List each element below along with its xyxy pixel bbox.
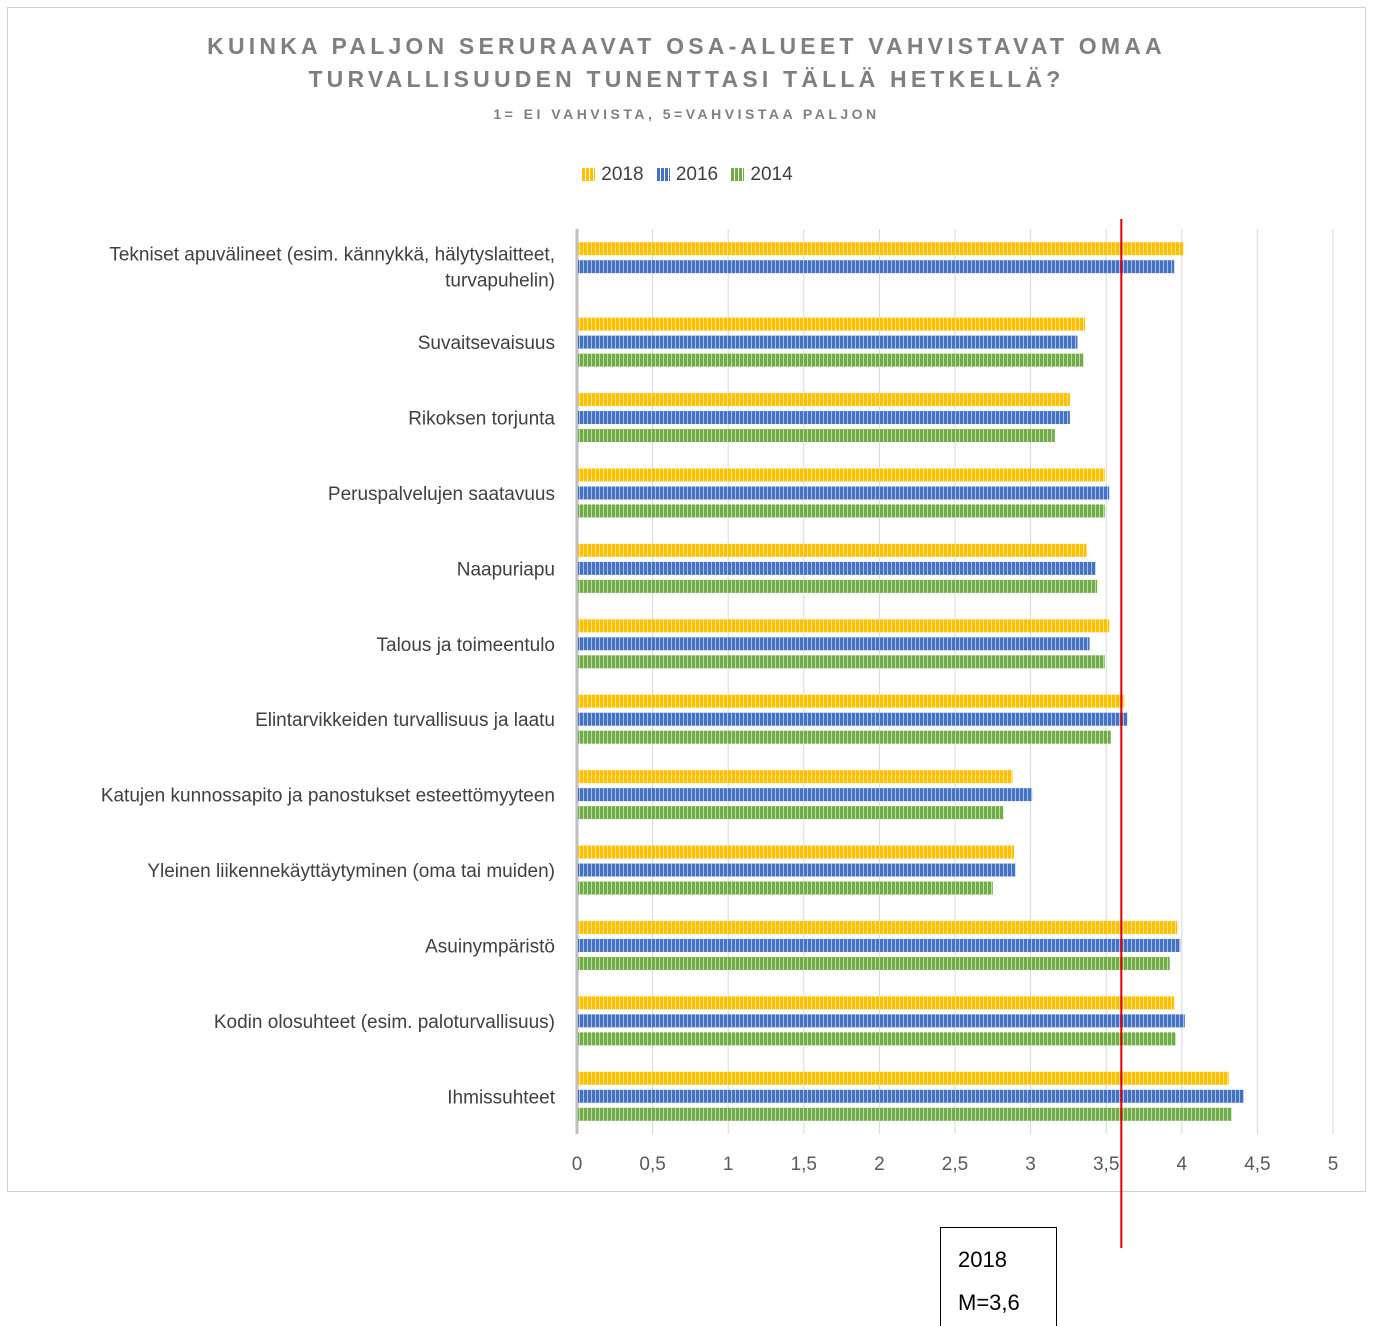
legend-label-2014: 2014 bbox=[750, 164, 793, 185]
category-label: Peruspalvelujen saatavuus bbox=[328, 484, 555, 505]
bar-2014 bbox=[578, 881, 993, 895]
x-tick-label: 1,5 bbox=[791, 1154, 817, 1175]
legend-label-2018: 2018 bbox=[601, 164, 644, 185]
category-label: Katujen kunnossapito ja panostukset este… bbox=[101, 786, 555, 807]
category-label: Tekniset apuvälineet (esim. kännykkä, hä… bbox=[109, 245, 555, 266]
category-label: Ihmissuhteet bbox=[447, 1087, 555, 1108]
bar-2016 bbox=[578, 863, 1016, 877]
bar-2014 bbox=[578, 730, 1111, 744]
bar-2014 bbox=[578, 579, 1098, 593]
category-label: Talous ja toimeentulo bbox=[377, 635, 556, 656]
reference-line-label: 2018 M=3,6 bbox=[940, 1227, 1057, 1326]
x-tick-label: 3 bbox=[1025, 1154, 1036, 1175]
category-label: Suvaitsevaisuus bbox=[418, 333, 555, 354]
chart-legend: 2018 2016 2014 bbox=[0, 164, 1375, 186]
bar-2018 bbox=[578, 619, 1110, 633]
bar-2014 bbox=[578, 806, 1004, 820]
chart-frame bbox=[7, 7, 1366, 1192]
x-tick-label: 2,5 bbox=[942, 1154, 968, 1175]
category-label: Rikoksen torjunta bbox=[408, 409, 555, 430]
category-label: Yleinen liikennekäyttäytyminen (oma tai … bbox=[147, 861, 555, 882]
bar-2018 bbox=[578, 543, 1087, 557]
bar-2018 bbox=[578, 393, 1070, 407]
bar-2016 bbox=[578, 712, 1128, 726]
bar-2014 bbox=[578, 956, 1170, 970]
category-label: Elintarvikkeiden turvallisuus ja laatu bbox=[255, 710, 555, 731]
category-label: Kodin olosuhteet (esim. paloturvallisuus… bbox=[214, 1012, 555, 1033]
bar-2018 bbox=[578, 920, 1178, 934]
bar-2014 bbox=[578, 655, 1105, 669]
x-tick-label: 4 bbox=[1177, 1154, 1188, 1175]
category-label: Asuinympäristö bbox=[425, 936, 555, 957]
x-tick-label: 5 bbox=[1328, 1154, 1339, 1175]
x-tick-label: 4,5 bbox=[1244, 1154, 1270, 1175]
bar-2018 bbox=[578, 694, 1125, 708]
x-tick-label: 2 bbox=[874, 1154, 885, 1175]
x-tick-label: 3,5 bbox=[1093, 1154, 1119, 1175]
bar-2014 bbox=[578, 1107, 1232, 1121]
bar-2016 bbox=[578, 335, 1078, 349]
bar-2018 bbox=[578, 996, 1175, 1010]
bar-2016 bbox=[578, 938, 1181, 952]
bar-2014 bbox=[578, 504, 1105, 518]
bar-2016 bbox=[578, 1089, 1244, 1103]
x-tick-label: 0,5 bbox=[639, 1154, 665, 1175]
category-label: turvapuhelin) bbox=[445, 271, 555, 292]
reference-label-mean: M=3,6 bbox=[958, 1290, 1020, 1315]
bar-2018 bbox=[578, 845, 1014, 859]
bar-2016 bbox=[578, 637, 1090, 651]
bar-2016 bbox=[578, 260, 1175, 274]
bar-2018 bbox=[578, 317, 1086, 331]
bar-2014 bbox=[578, 429, 1055, 443]
bar-2018 bbox=[578, 770, 1013, 784]
bar-2018 bbox=[578, 468, 1105, 482]
x-tick-label: 0 bbox=[572, 1154, 583, 1175]
legend-swatch-2018 bbox=[582, 168, 596, 181]
bar-2016 bbox=[578, 561, 1096, 575]
legend-swatch-2016 bbox=[656, 168, 670, 181]
bar-2016 bbox=[578, 411, 1070, 425]
bar-2014 bbox=[578, 1032, 1176, 1046]
chart-subtitle: 1= EI VAHVISTA, 5=VAHVISTAA PALJON bbox=[493, 106, 880, 122]
legend-item-2016: 2016 bbox=[656, 164, 719, 186]
x-tick-label: 1 bbox=[723, 1154, 734, 1175]
chart-title-line-1: KUINKA PALJON SERURAAVAT OSA-ALUEET VAHV… bbox=[207, 33, 1166, 59]
legend-item-2018: 2018 bbox=[582, 164, 644, 186]
legend-item-2014: 2014 bbox=[731, 164, 793, 186]
chart-title-block: KUINKA PALJON SERURAAVAT OSA-ALUEET VAHV… bbox=[7, 30, 1366, 126]
bar-2018 bbox=[578, 1071, 1229, 1085]
legend-swatch-2014 bbox=[731, 168, 745, 181]
category-label: Naapuriapu bbox=[457, 559, 555, 580]
bar-2016 bbox=[578, 1014, 1185, 1028]
reference-label-year: 2018 bbox=[958, 1247, 1007, 1272]
chart-title-line-2: TURVALLISUUDEN TUNENTTASI TÄLLÄ HETKELLÄ… bbox=[308, 66, 1065, 92]
bar-2016 bbox=[578, 486, 1110, 500]
bar-2014 bbox=[578, 353, 1084, 367]
bar-2016 bbox=[578, 788, 1033, 802]
legend-label-2016: 2016 bbox=[675, 164, 719, 185]
bar-2018 bbox=[578, 242, 1184, 256]
